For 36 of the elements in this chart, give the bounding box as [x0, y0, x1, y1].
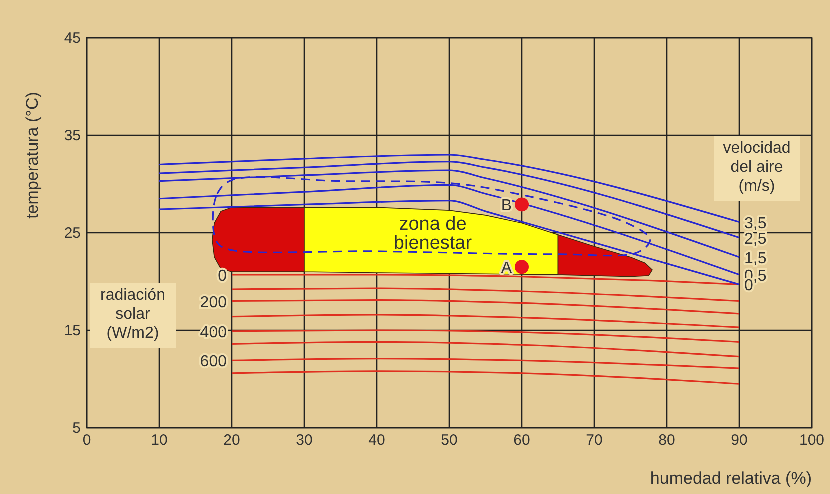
x-tick-label: 60: [514, 432, 530, 449]
line-series: [231, 299, 740, 315]
x-tick-label: 10: [151, 432, 168, 449]
annotation: radiación solar (W/m2): [100, 287, 166, 342]
series-label: 2,5: [744, 230, 767, 248]
x-tick-label: 90: [731, 432, 748, 449]
y-axis-title: temperatura (°C): [23, 92, 42, 219]
x-tick-label: 70: [586, 432, 603, 449]
series-label: 200: [200, 294, 228, 312]
y-tick-label: 35: [64, 128, 81, 144]
line-series: [231, 274, 740, 286]
x-tick-label: 30: [296, 432, 313, 449]
annotation: velocidad del aire (m/s): [723, 140, 791, 195]
line-series: [231, 341, 740, 358]
line-series: [158, 200, 740, 286]
x-tick-label: 0: [82, 432, 92, 449]
series-label: 3,5: [744, 215, 767, 232]
series-label: 600: [200, 354, 228, 371]
line-series: [231, 330, 740, 343]
annotation: zona de bienestar: [394, 214, 473, 254]
annotation: A: [501, 260, 512, 278]
x-axis-title: humedad relativa (%): [650, 469, 812, 488]
series-label: 1,5: [744, 250, 767, 268]
x-tick-label: 40: [368, 432, 386, 449]
x-tick-label: 100: [799, 432, 825, 449]
y-tick-label: 5: [72, 420, 81, 437]
y-tick-label: 15: [64, 322, 81, 340]
series-label: 0: [218, 268, 228, 285]
y-tick-label: 45: [64, 30, 81, 47]
annotation: B: [501, 198, 512, 215]
line-series: [231, 288, 740, 302]
x-tick-label: 20: [224, 432, 240, 449]
x-tick-label: 80: [658, 432, 676, 449]
y-tick-label: 25: [64, 225, 81, 242]
line-series: [231, 314, 740, 328]
x-tick-label: 50: [441, 432, 458, 449]
